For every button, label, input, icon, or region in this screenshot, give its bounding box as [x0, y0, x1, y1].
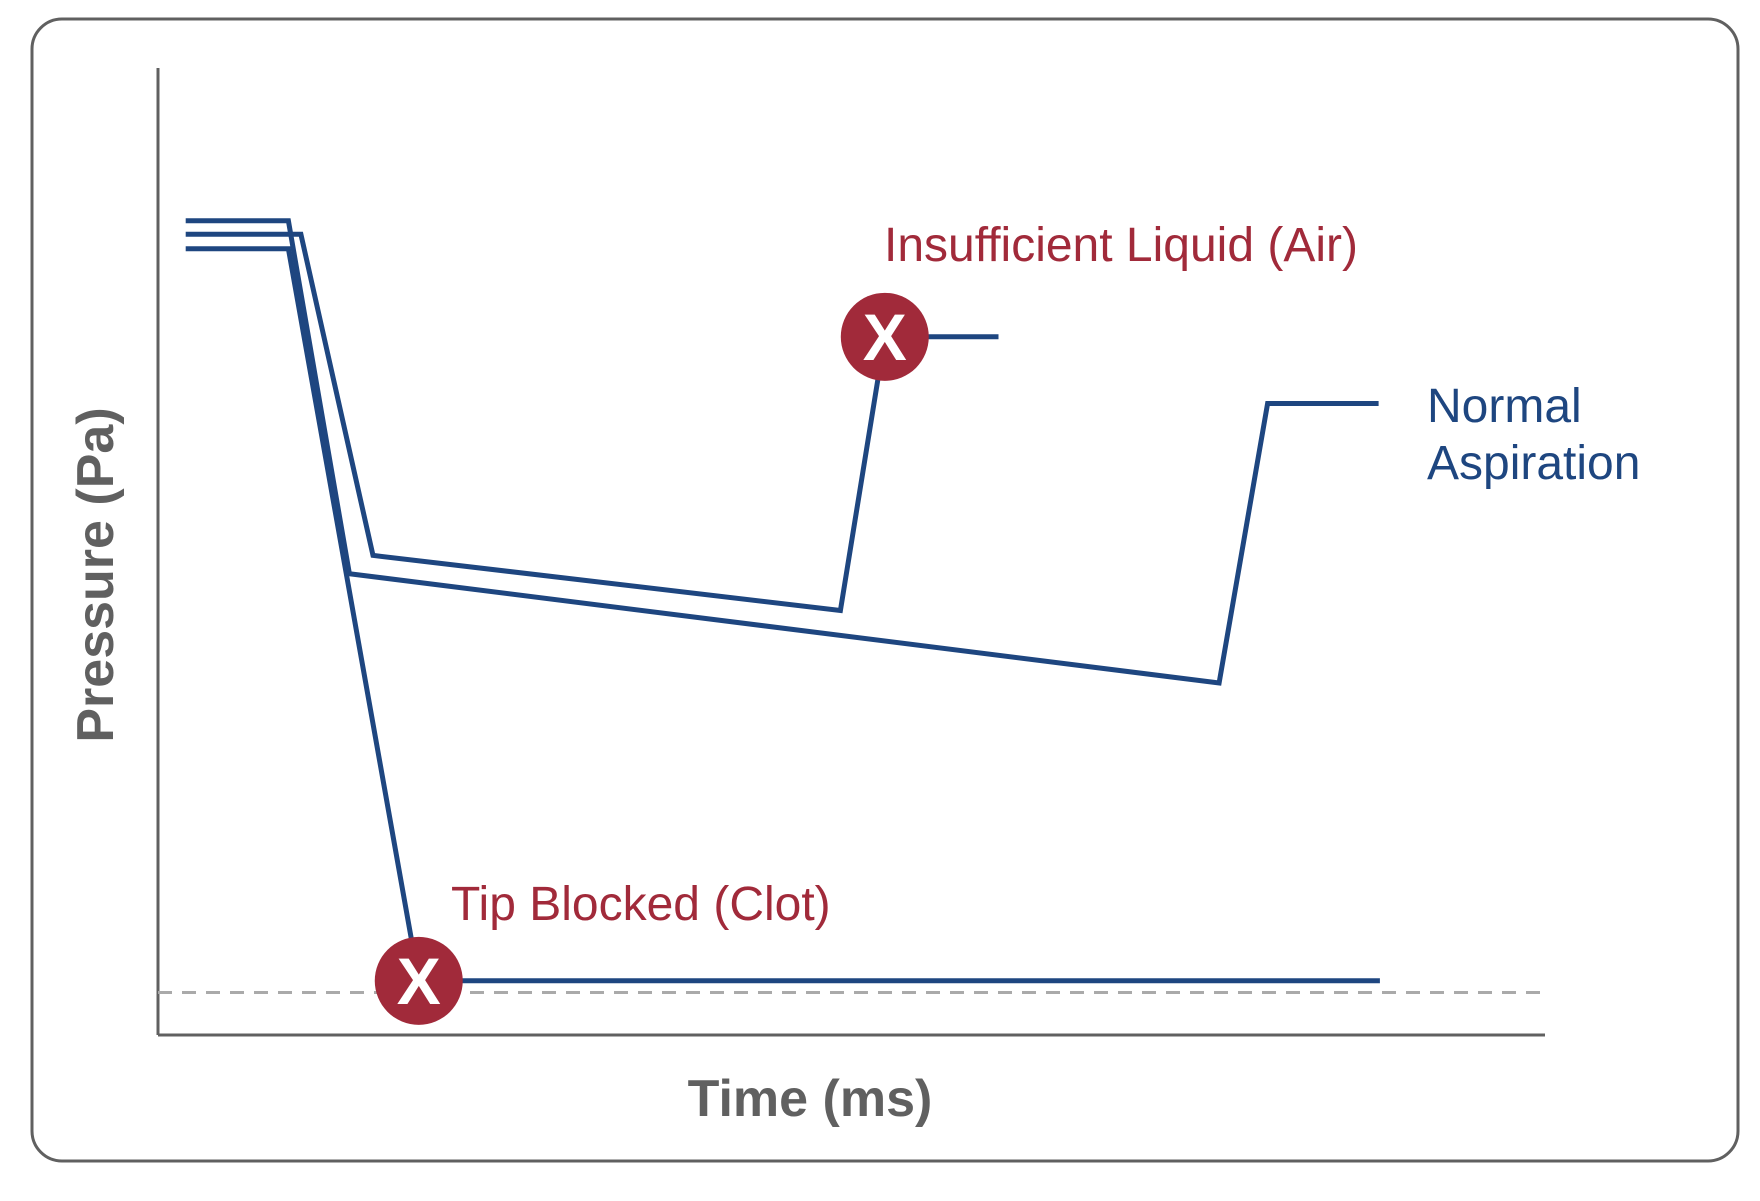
marker-label: X: [397, 944, 441, 1018]
x-marker-icon: [374, 936, 463, 1025]
chart-border: [30, 17, 1740, 1163]
series-insufficient-liquid: [185, 231, 999, 614]
x-axis-title: Time (ms): [688, 1070, 933, 1128]
annotation-normal-line1: Normal: [1427, 380, 1582, 433]
annotation-tip-blocked: Tip Blocked (Clot): [451, 878, 831, 931]
series-tip-blocked: [185, 246, 1380, 984]
annotation-normal-line2: Aspiration: [1427, 437, 1640, 490]
series-normal-aspiration: [185, 218, 1379, 686]
blocked-marker: X: [374, 936, 463, 1025]
insufficient-marker: X: [840, 292, 929, 381]
y-axis-title: Pressure (Pa): [67, 407, 125, 742]
marker-label: X: [863, 300, 907, 374]
x-marker-icon: [840, 292, 929, 381]
annotation-insufficient-liquid: Insufficient Liquid (Air): [884, 219, 1358, 272]
